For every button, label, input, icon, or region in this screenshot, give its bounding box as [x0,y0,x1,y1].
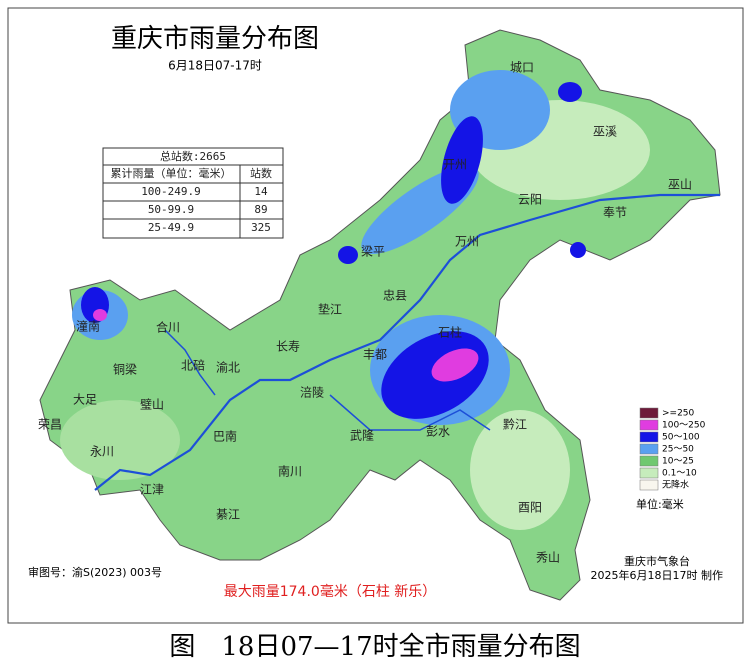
table-cell: 14 [254,185,268,198]
table-header: 总站数:2665 [160,149,226,163]
legend-label: 无降水 [662,479,689,491]
place-label: 綦江 [216,508,240,522]
table-cell: 89 [254,203,267,216]
map-title: 重庆市雨量分布图 [111,24,319,54]
place-label: 涪陵 [300,385,324,400]
table-cell: 325 [251,221,271,234]
area-heavy [338,246,358,264]
legend-swatch [639,443,659,455]
legend-label: >=250 [662,409,695,419]
max-rainfall: 最大雨量174.0毫米（石柱 新乐） [224,583,437,600]
area-heavy [570,242,586,258]
place-label: 永川 [90,445,114,459]
column-header: 累计雨量（单位：毫米） [111,166,232,180]
place-label: 武隆 [350,428,374,443]
place-label: 潼南 [76,319,100,334]
subtitle: 6月18日07-17时 [168,59,262,73]
legend-swatch [639,407,659,419]
table-cell: 50-99.9 [148,203,194,216]
place-label: 奉节 [603,206,627,220]
place-label: 巫溪 [593,125,617,139]
place-label: 酉阳 [518,501,542,515]
place-label: 渝北 [216,360,240,375]
river [94,193,720,491]
approval-number: 审图号：渝S(2023) 003号 [28,565,162,579]
table-cell: 100-249.9 [141,185,201,198]
place-label: 璧山 [140,397,164,412]
place-label: 荣昌 [38,418,62,432]
river [164,329,216,396]
legend: 单位:毫米 >=250 100～250 50～100 25～50 10～25 0.1～10… [636,407,706,511]
place-label: 忠县 [383,289,407,303]
place-label: 大足 [73,393,97,407]
place-label: 北碚 [181,358,205,373]
station-table: 总站数:2665 累计雨量（单位：毫米） 站数 [102,147,284,239]
area-heavy [558,82,582,102]
place-label: 万州 [455,235,479,249]
place-label: 开州 [443,158,467,172]
area-light [60,400,180,480]
area-heavy [441,116,483,204]
place-label: 长寿 [276,340,300,354]
place-label: 江津 [140,483,164,497]
river [329,394,491,431]
legend-label: 25～50 [662,445,694,455]
place-label: 彭水 [426,425,450,439]
column-header: 站数 [250,166,272,180]
legend-label: 100～250 [662,421,706,431]
legend-swatch [639,419,659,431]
legend-unit: 单位:毫米 [636,497,684,511]
legend-label: 0.1～10 [662,469,697,479]
place-label: 黔江 [503,417,527,432]
place-label: 城口 [510,61,534,75]
place-label: 合川 [156,320,180,335]
place-label: 丰都 [363,348,387,362]
place-label: 秀山 [536,551,560,565]
legend-swatch [639,467,659,479]
place-label: 铜梁 [113,362,137,377]
place-label: 梁平 [361,244,385,259]
table-border [102,147,284,239]
legend-swatch [639,431,659,443]
map [39,29,721,601]
legend-label: 10～25 [662,457,694,467]
place-label: 垫江 [318,302,342,317]
area-extreme [93,309,107,321]
table-cell: 25-49.9 [148,221,194,234]
credit: 重庆市气象台 [624,554,690,568]
place-label: 巫山 [668,178,692,192]
place-label: 南川 [278,464,302,479]
legend-swatch [639,479,659,491]
credit: 2025年6月18日17时 制作 [591,568,723,582]
place-label: 云阳 [518,193,542,207]
caption: 图 18日07—17时全市雨量分布图 [169,632,580,662]
place-label: 石柱 [438,325,462,340]
place-label: 巴南 [213,429,237,444]
legend-swatch [639,455,659,467]
area-extreme [431,348,479,382]
legend-label: 50～100 [662,433,700,443]
area-light [470,410,570,530]
